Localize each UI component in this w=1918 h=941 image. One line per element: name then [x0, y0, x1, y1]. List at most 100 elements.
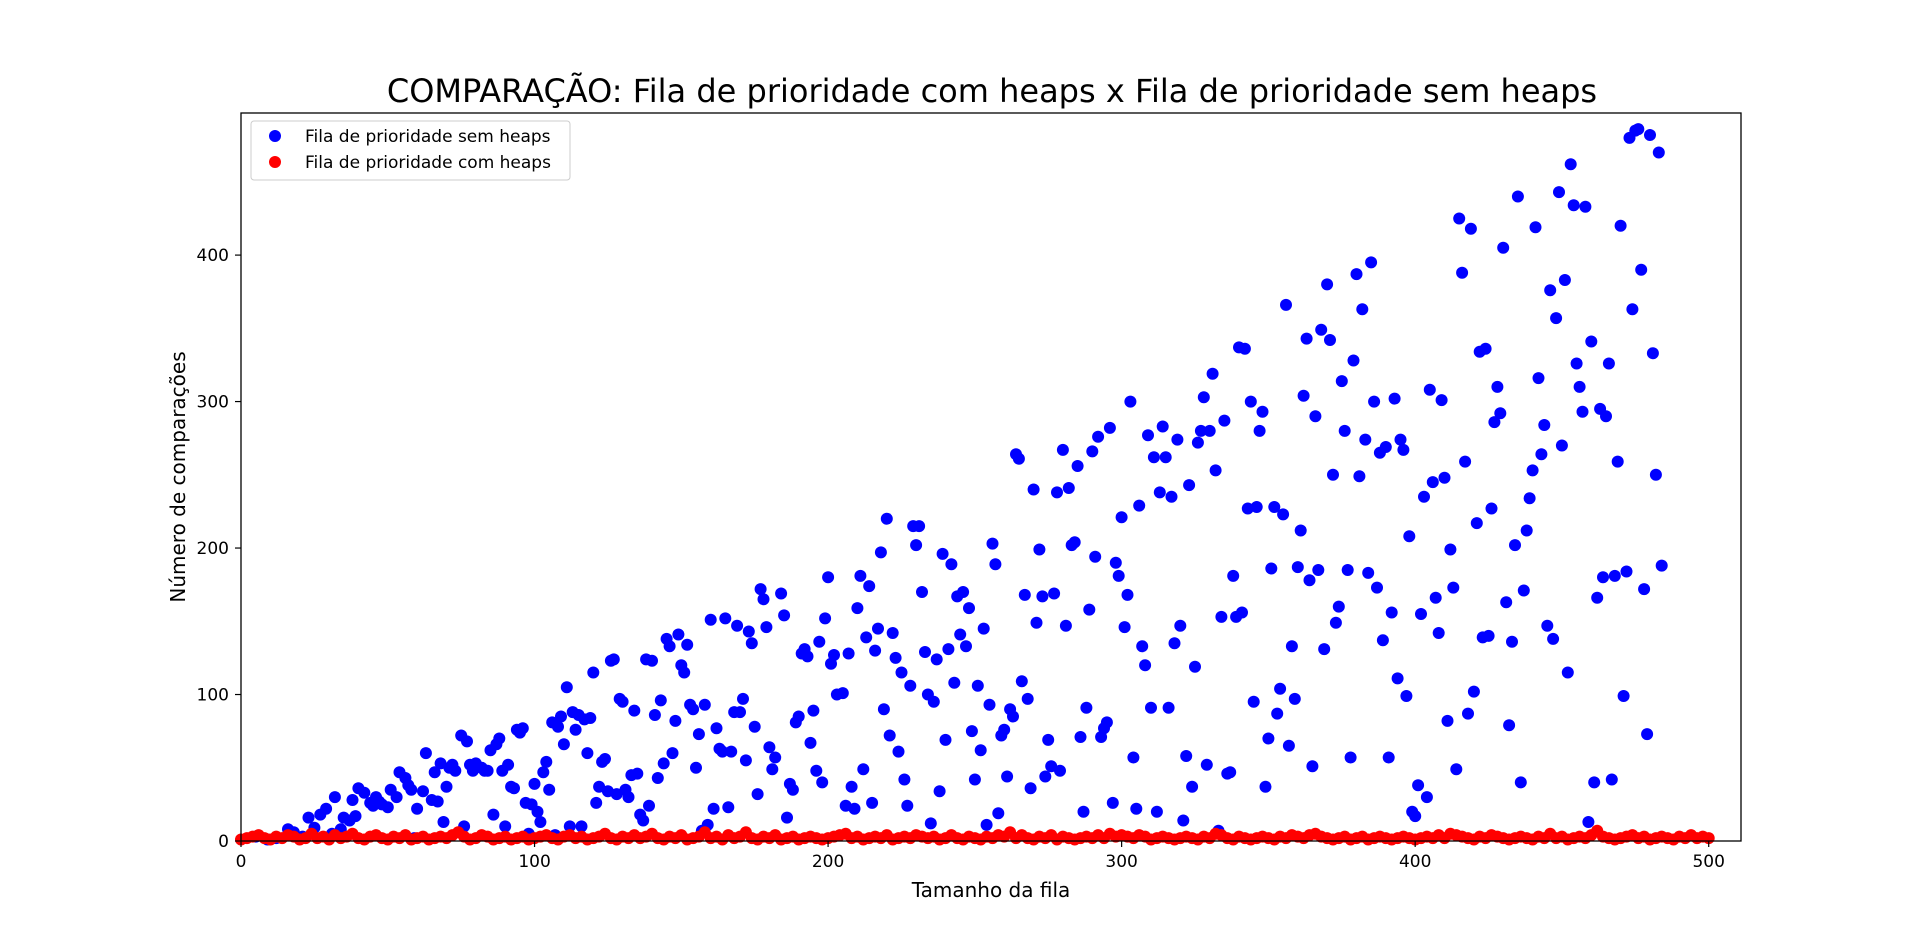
- data-point: [1280, 298, 1292, 311]
- data-point: [1467, 685, 1480, 698]
- data-point: [1115, 511, 1128, 524]
- data-point: [560, 681, 573, 694]
- data-point: [1376, 634, 1389, 647]
- data-point: [863, 580, 876, 593]
- data-point: [1294, 524, 1307, 537]
- data-point: [1083, 603, 1096, 616]
- data-point: [1030, 616, 1043, 629]
- data-point: [698, 698, 711, 711]
- data-point: [1579, 200, 1592, 213]
- data-point: [302, 811, 315, 824]
- data-point: [643, 799, 655, 812]
- data-point: [1139, 659, 1152, 672]
- data-point: [1335, 375, 1348, 388]
- data-point: [1062, 482, 1075, 494]
- data-point: [631, 767, 644, 780]
- data-point: [781, 811, 793, 824]
- data-point: [719, 612, 732, 625]
- data-point: [1409, 810, 1422, 823]
- data-point: [358, 786, 371, 799]
- data-point: [1197, 391, 1210, 404]
- plot-frame: [240, 112, 1742, 842]
- data-point: [1318, 643, 1331, 656]
- data-point: [692, 728, 705, 741]
- data-point: [1517, 584, 1530, 597]
- data-point: [889, 651, 902, 664]
- data-point: [1547, 632, 1560, 645]
- data-point: [971, 679, 984, 692]
- data-point: [983, 698, 996, 711]
- data-point: [1655, 559, 1668, 572]
- data-point: [766, 763, 779, 776]
- legend: Fila de prioridade sem heaps Fila de pri…: [250, 120, 571, 181]
- data-point: [963, 602, 975, 615]
- data-point: [1412, 779, 1425, 792]
- data-point: [1420, 791, 1433, 804]
- data-point: [828, 649, 840, 661]
- data-point: [980, 818, 993, 831]
- data-point: [998, 723, 1011, 736]
- data-point: [1582, 816, 1595, 828]
- data-point: [725, 745, 738, 758]
- data-point: [968, 773, 981, 786]
- data-point: [1247, 695, 1260, 708]
- data-point: [1506, 635, 1518, 648]
- data-point: [866, 796, 879, 809]
- data-point: [1576, 405, 1589, 418]
- data-point: [872, 622, 884, 635]
- data-point: [1324, 334, 1336, 346]
- data-point: [1321, 278, 1334, 291]
- data-point: [1150, 805, 1163, 818]
- y-tick-label: 100: [197, 686, 229, 706]
- data-point: [1479, 342, 1492, 355]
- data-point: [1001, 770, 1014, 783]
- data-point: [974, 744, 987, 757]
- data-point: [1312, 564, 1325, 576]
- data-point: [704, 613, 717, 626]
- data-point: [757, 593, 770, 606]
- data-point: [1162, 701, 1175, 714]
- data-point: [716, 745, 729, 758]
- data-point: [792, 710, 805, 723]
- data-point: [1121, 588, 1134, 601]
- data-point: [874, 546, 887, 559]
- data-point: [1036, 590, 1049, 603]
- series-sem-heaps: [249, 123, 1668, 846]
- data-point: [1203, 424, 1216, 437]
- data-point: [628, 704, 641, 717]
- data-point: [1048, 587, 1061, 600]
- data-point: [1520, 524, 1533, 537]
- data-point: [575, 820, 588, 833]
- data-point: [1347, 354, 1360, 367]
- data-point: [1051, 486, 1063, 499]
- data-point: [1462, 707, 1474, 720]
- data-point: [428, 766, 441, 779]
- data-point: [1353, 470, 1366, 483]
- data-point: [499, 820, 512, 833]
- data-point: [1391, 672, 1404, 685]
- data-point: [1059, 619, 1072, 632]
- data-point: [1488, 416, 1501, 429]
- data-point: [1077, 805, 1090, 818]
- data-point: [737, 692, 749, 705]
- data-point: [1200, 758, 1213, 771]
- data-point: [1497, 241, 1510, 254]
- data-point: [1567, 199, 1580, 212]
- data-point: [1570, 357, 1583, 370]
- plot-area: [235, 123, 1715, 846]
- data-point: [1209, 464, 1222, 477]
- data-point: [927, 695, 940, 708]
- data-point: [1526, 464, 1539, 477]
- data-point: [945, 558, 958, 571]
- data-point: [960, 640, 972, 653]
- data-point: [1042, 733, 1055, 746]
- data-point: [883, 729, 896, 742]
- data-point: [816, 776, 829, 789]
- data-point: [745, 637, 758, 650]
- data-point: [957, 586, 970, 598]
- data-point: [417, 785, 429, 798]
- data-point: [1218, 414, 1231, 427]
- data-point: [1024, 782, 1037, 795]
- data-point: [707, 802, 720, 815]
